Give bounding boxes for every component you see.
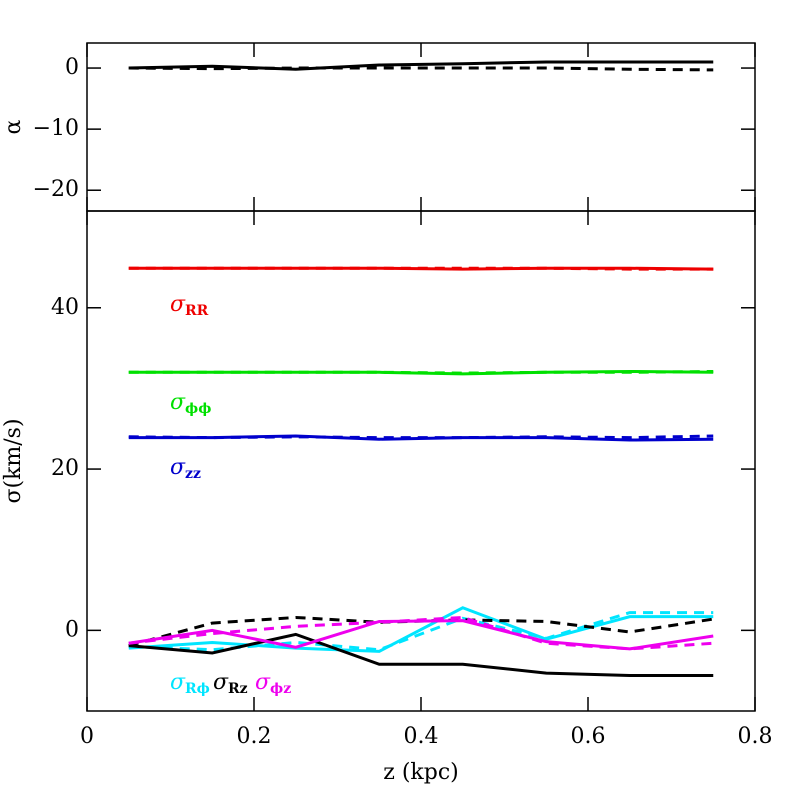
dashed-line: [128, 611, 714, 652]
annotation-symbol: σ: [170, 455, 186, 480]
annotation: σϕz: [255, 670, 291, 697]
x-tick-label: 0.6: [571, 724, 606, 749]
annotation: σRϕ: [170, 670, 210, 697]
annotation-symbol: σ: [213, 670, 229, 695]
y-tick-label: 20: [51, 456, 79, 481]
y-tick-label: −10: [33, 116, 79, 141]
y-axis-label: α: [1, 119, 26, 134]
x-axis-label: z (kpc): [383, 760, 459, 785]
annotation-subscript: Rϕ: [185, 681, 210, 697]
annotation-symbol: σ: [170, 390, 186, 415]
dashed-line: [128, 615, 714, 651]
annotation-subscript: zz: [185, 466, 201, 482]
annotation-symbol: σ: [170, 670, 186, 695]
y-axis-label: σ(km/s): [1, 418, 26, 503]
x-tick-label: 0: [80, 724, 94, 749]
y-tick-label: 0: [65, 55, 79, 80]
annotation: σRR: [170, 292, 209, 319]
annotation: σzz: [170, 455, 201, 482]
x-tick-label: 0.4: [404, 724, 439, 749]
annotation-subscript: ϕϕ: [185, 401, 211, 417]
annotation-subscript: ϕz: [270, 681, 291, 697]
annotation-symbol: σ: [255, 670, 271, 695]
y-tick-label: −20: [33, 177, 79, 202]
annotation-symbol: σ: [170, 292, 186, 317]
dashed-line: [128, 266, 714, 271]
solid-line: [128, 632, 714, 678]
annotation-subscript: RR: [185, 303, 209, 319]
solid-line: [128, 606, 714, 653]
x-tick-label: 0.2: [237, 724, 272, 749]
x-tick-label: 0.8: [738, 724, 773, 749]
annotation-subscript: Rz: [228, 681, 248, 697]
y-tick-label: 40: [51, 295, 79, 320]
annotation: σϕϕ: [170, 390, 211, 417]
dashed-line: [128, 434, 714, 440]
dashed-line: [128, 369, 714, 375]
solid-line: [128, 60, 714, 71]
y-tick-label: 0: [65, 617, 79, 642]
annotation: σRz: [213, 670, 248, 697]
dashed-line: [128, 66, 714, 72]
